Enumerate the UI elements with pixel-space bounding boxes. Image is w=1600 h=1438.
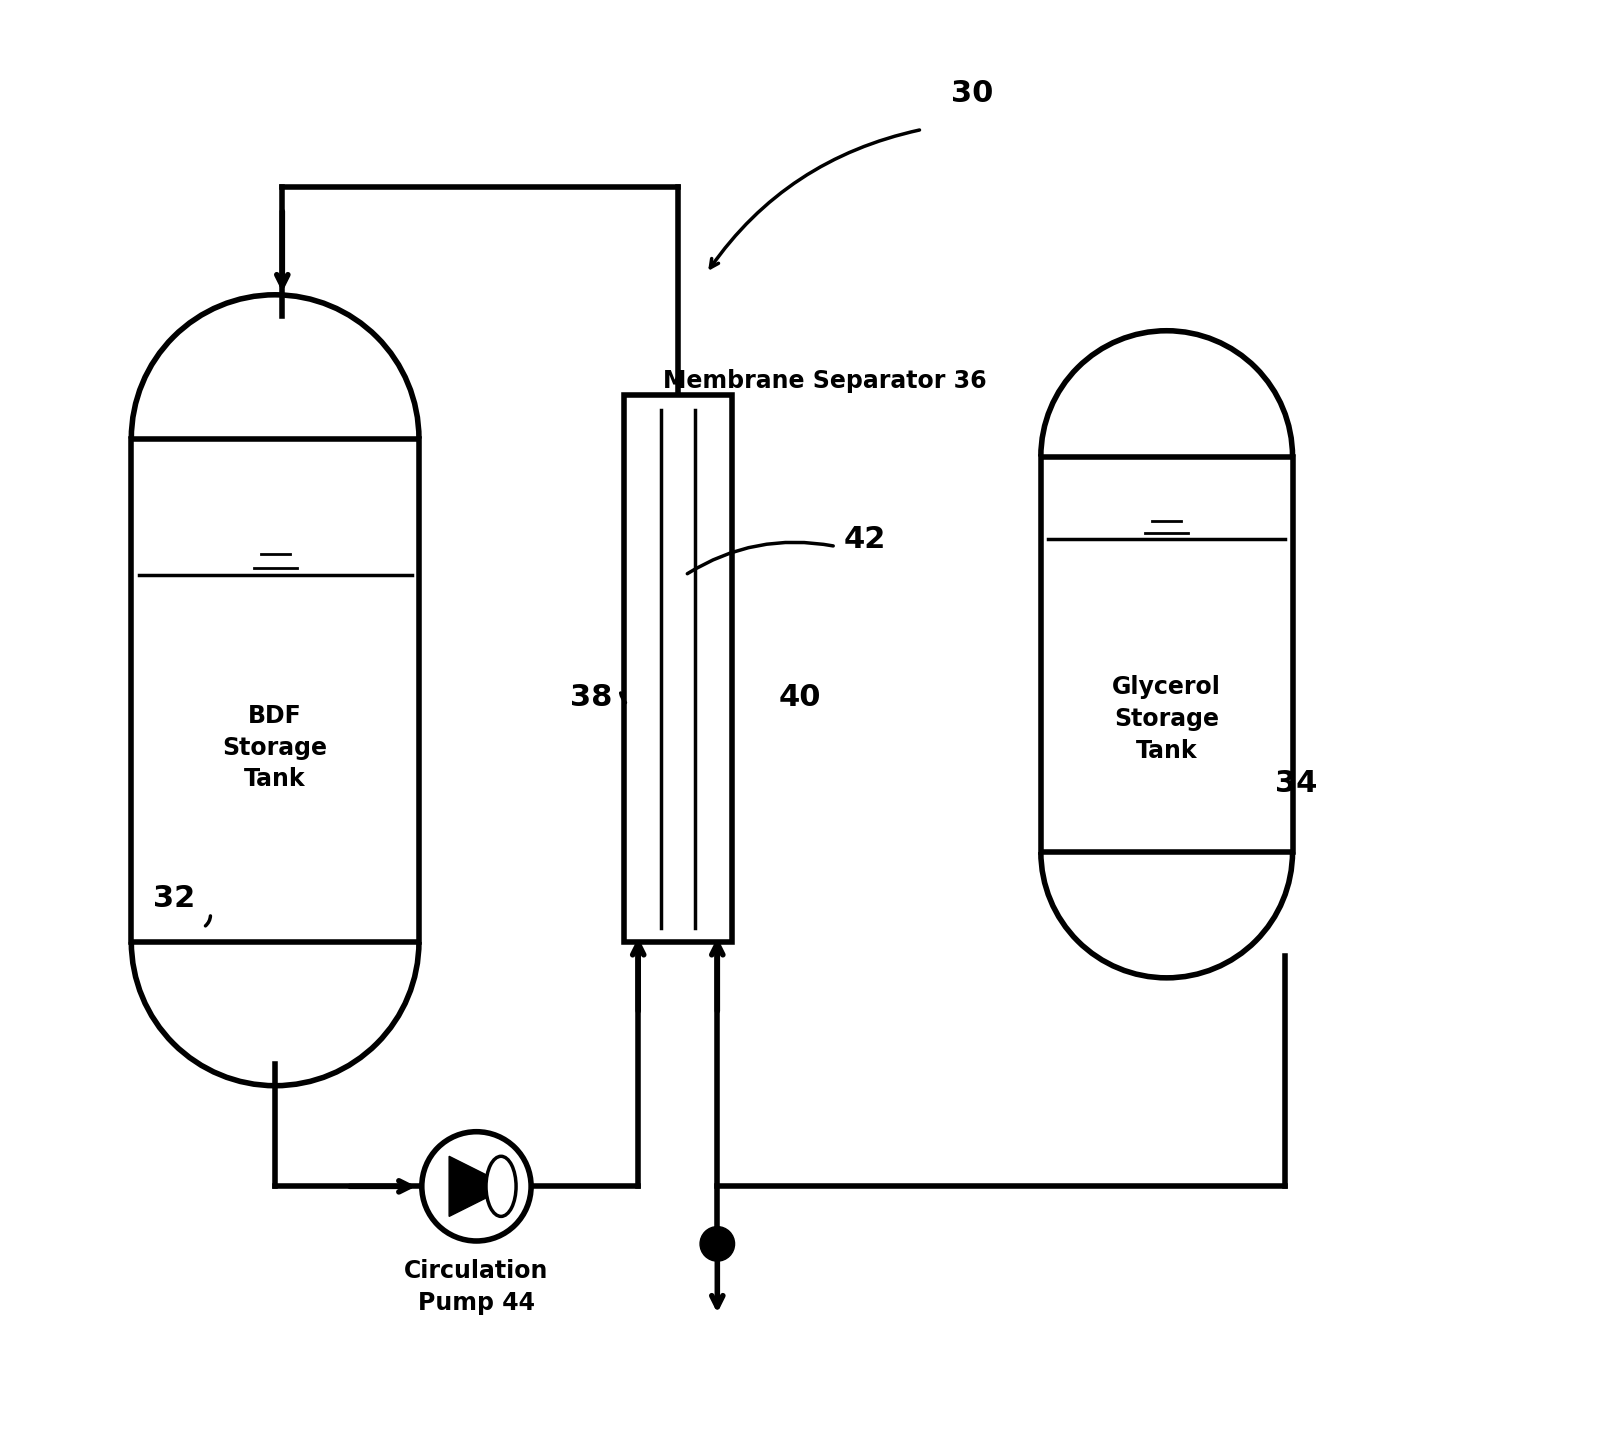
Text: 40: 40 [779, 683, 821, 712]
Text: 30: 30 [952, 79, 994, 108]
Bar [1042, 456, 1293, 851]
Text: 34: 34 [1275, 769, 1317, 798]
Circle shape [701, 1227, 734, 1261]
Text: 42: 42 [843, 525, 886, 554]
Text: 32: 32 [154, 884, 195, 913]
Text: Circulation
Pump 44: Circulation Pump 44 [405, 1260, 549, 1314]
Circle shape [422, 1132, 531, 1241]
Text: Glycerol
Storage
Tank: Glycerol Storage Tank [1112, 676, 1221, 762]
Polygon shape [450, 1156, 509, 1217]
Text: 38: 38 [570, 683, 613, 712]
Text: Membrane Separator 36: Membrane Separator 36 [664, 370, 987, 393]
Bar [131, 439, 419, 942]
Ellipse shape [486, 1156, 517, 1217]
Text: BDF
Storage
Tank: BDF Storage Tank [222, 705, 328, 791]
Bar [624, 395, 731, 942]
